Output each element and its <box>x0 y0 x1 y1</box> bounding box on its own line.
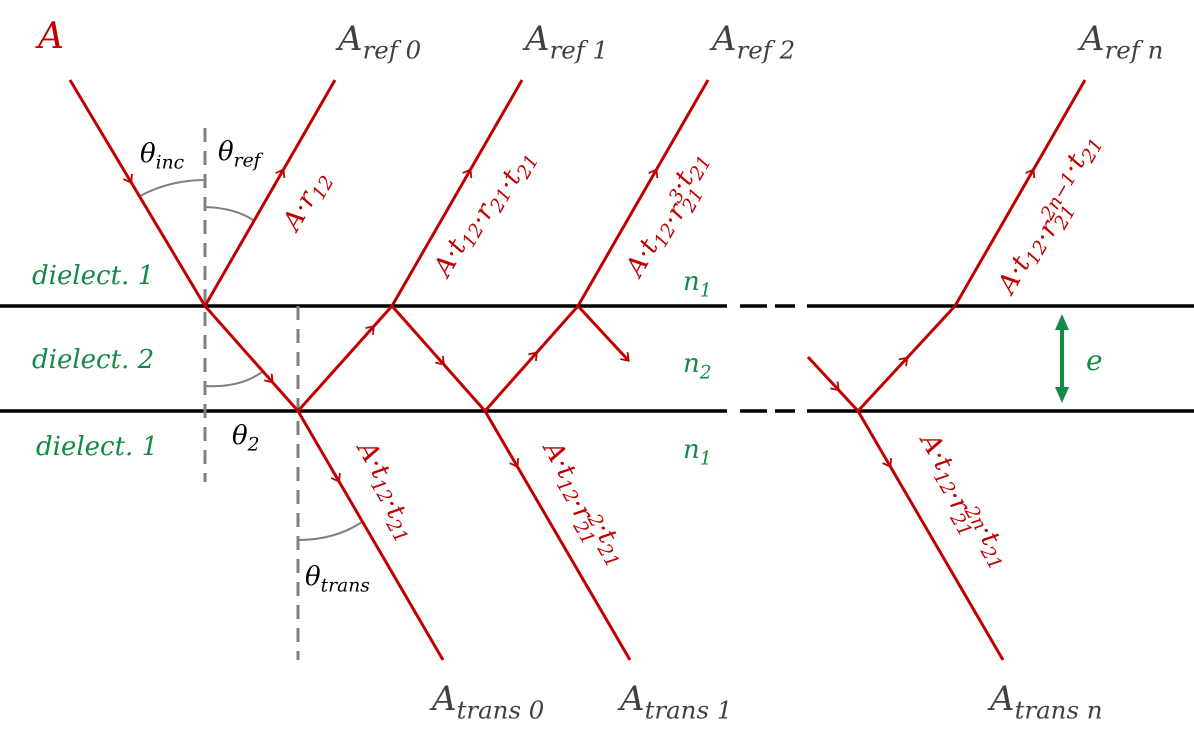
incidence-angle-label-subscript: inc <box>156 153 185 174</box>
reflected-beam-2-label-subscript: ref 2 <box>737 36 796 65</box>
reflected-beam-1-label-text: A <box>522 19 550 59</box>
reflection-angle-label-subscript: ref <box>234 151 264 172</box>
incident-ray <box>68 79 207 307</box>
thickness-label: e <box>1086 344 1103 377</box>
transmitted-amplitude-0-text: A·t <box>350 435 396 485</box>
reflection-angle-label-text: θ <box>218 137 234 167</box>
angle-arc-reflected <box>204 206 254 221</box>
transmitted-ray-0 <box>296 410 445 661</box>
reflected-amplitude-0: A·r12 <box>276 166 339 240</box>
transmitted-beam-1-label: Atrans 1 <box>617 679 732 725</box>
angle-arc-incident <box>139 179 206 197</box>
transmission-angle-label-subscript: trans <box>321 576 370 597</box>
transmitted-beam-n-label: Atrans n <box>987 679 1103 725</box>
reflected-beam-1-label-subscript: ref 1 <box>550 36 609 65</box>
reflected-amplitude-2: A·t12·r213·t21 <box>616 146 724 289</box>
layer-angle-label-subscript: 2 <box>247 435 260 456</box>
reflected-ray-1 <box>390 79 524 307</box>
reflection-angle-label: θref <box>218 137 264 172</box>
reflected-beam-2-label-text: A <box>709 19 737 59</box>
transmission-angle-label-text: θ <box>305 562 321 592</box>
internal-ray <box>856 304 957 413</box>
transmitted-beam-0-label: Atrans 0 <box>429 679 544 725</box>
medium-top-label-text: dielect. 1 <box>32 261 154 291</box>
index-bottom-label: n1 <box>683 435 712 470</box>
incidence-angle-label-text: θ <box>140 139 156 169</box>
index-top-label: n1 <box>683 267 712 302</box>
incidence-angle-label: θinc <box>140 139 185 174</box>
transmitted-beam-n-label-text: A <box>987 679 1015 719</box>
medium-bottom-label: dielect. 1 <box>36 432 158 462</box>
transmitted-beam-1-label-text: A <box>617 679 645 719</box>
transmitted-amplitude-1: A·t12·r212·t21 <box>526 433 634 576</box>
thickness-label-text: e <box>1086 344 1103 377</box>
transmitted-beam-0-label-subscript: trans 0 <box>457 696 545 725</box>
transmitted-beam-1-label-subscript: trans 1 <box>645 696 733 725</box>
internal-ray <box>390 305 487 412</box>
transmitted-beam-0-label-text: A <box>429 679 457 719</box>
reflected-beam-2-label: Aref 2 <box>709 19 795 65</box>
reflected-ray-0 <box>203 79 337 307</box>
internal-ray <box>296 304 394 413</box>
index-bottom-label-text: n <box>683 435 700 465</box>
reflected-beam-n-label-subscript: ref n <box>1105 36 1164 65</box>
angle-arc-refracted <box>204 371 263 388</box>
reflected-ray-2 <box>576 79 710 307</box>
transmission-angle-label: θtrans <box>305 562 370 597</box>
transmitted-amplitude-0: A·t12·t21 <box>340 435 428 547</box>
layer-angle-label: θ2 <box>232 421 260 456</box>
index-top-label-text: n <box>683 267 700 297</box>
medium-top-label: dielect. 1 <box>32 261 154 291</box>
medium-middle-label-text: dielect. 2 <box>32 345 154 375</box>
index-middle-label: n2 <box>683 349 712 384</box>
transmitted-ray-n <box>856 410 1005 661</box>
transmitted-amplitude-n-text: A·t <box>913 427 959 477</box>
transmitted-amplitude-1-text: A·t <box>536 435 582 485</box>
internal-ray <box>203 305 300 412</box>
angle-arc-transmitted <box>297 521 363 541</box>
reflected-ray-n <box>953 79 1087 307</box>
index-bottom-label-subscript: 1 <box>700 449 712 470</box>
reflected-beam-n-label-text: A <box>1077 19 1105 59</box>
internal-ray-partial <box>576 304 630 362</box>
layer-angle-label-text: θ <box>232 421 248 451</box>
index-middle-label-subscript: 2 <box>699 363 712 384</box>
reflected-beam-n-label: Aref n <box>1077 19 1163 65</box>
reflected-beam-0-label: Aref 0 <box>335 19 421 65</box>
transmitted-amplitude-n: A·t12·r212n·t21 <box>903 425 1017 579</box>
reflected-beam-0-label-subscript: ref 0 <box>363 36 422 65</box>
transmitted-beam-n-label-subscript: trans n <box>1015 696 1103 725</box>
reflected-beam-0-label-text: A <box>335 19 363 59</box>
index-top-label-subscript: 1 <box>700 281 712 302</box>
medium-bottom-label-text: dielect. 1 <box>36 432 158 462</box>
incident-beam-label: A <box>35 16 64 57</box>
internal-ray <box>483 305 580 412</box>
incident-beam-label-text: A <box>35 16 64 57</box>
index-middle-label-text: n <box>683 349 700 379</box>
reflected-beam-1-label: Aref 1 <box>522 19 608 65</box>
transmitted-ray-1 <box>483 410 632 661</box>
internal-ray <box>806 355 860 413</box>
medium-middle-label: dielect. 2 <box>32 345 154 375</box>
